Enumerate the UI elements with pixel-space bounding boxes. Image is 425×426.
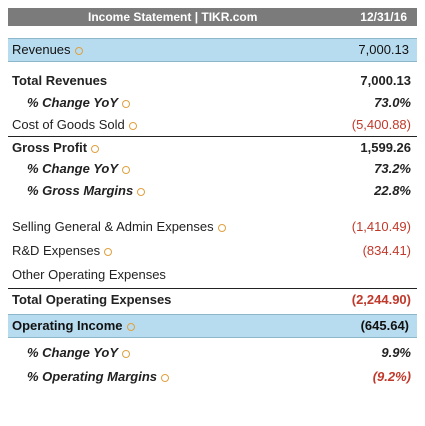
- row-gross-margins: % Gross Margins 22.8%: [8, 180, 417, 202]
- row-value: (1,410.49): [351, 219, 411, 234]
- statement-title: Income Statement | TIKR.com: [88, 10, 258, 24]
- revenues-value: 7,000.13: [358, 42, 409, 57]
- row-total-revenues: Total Revenues 7,000.13: [8, 70, 417, 92]
- row-gross-profit: Gross Profit 1,599.26: [8, 136, 417, 158]
- row-value: 1,599.26: [360, 140, 411, 155]
- row-sga-expenses: Selling General & Admin Expenses (1,410.…: [8, 216, 417, 238]
- info-icon[interactable]: [217, 223, 226, 232]
- row-label: Total Revenues: [12, 73, 108, 88]
- row-operating-margins: % Operating Margins (9.2%): [8, 366, 417, 388]
- info-icon[interactable]: [74, 46, 83, 55]
- info-icon[interactable]: [161, 373, 170, 382]
- statement-date: 12/31/16: [360, 10, 407, 24]
- row-rd-expenses: R&D Expenses (834.41): [8, 240, 417, 262]
- row-value: (834.41): [362, 243, 411, 258]
- row-label: Selling General & Admin Expenses: [12, 219, 226, 234]
- row-value: (2,244.90): [351, 292, 411, 307]
- info-icon[interactable]: [126, 322, 135, 331]
- row-label: R&D Expenses: [12, 243, 113, 258]
- info-icon[interactable]: [137, 187, 146, 196]
- row-value: 73.0%: [374, 95, 411, 110]
- row-value: 73.2%: [374, 161, 411, 176]
- row-gross-change-yoy: % Change YoY 73.2%: [8, 158, 417, 180]
- row-cost-of-goods-sold: Cost of Goods Sold (5,400.88): [8, 114, 417, 136]
- operating-income-label: Operating Income: [12, 318, 135, 333]
- row-label: % Change YoY: [27, 345, 131, 360]
- row-label: Gross Profit: [12, 140, 100, 155]
- row-label: % Change YoY: [27, 161, 131, 176]
- row-value: 7,000.13: [360, 73, 411, 88]
- row-value: 9.9%: [381, 345, 411, 360]
- row-operating-change-yoy: % Change YoY 9.9%: [8, 342, 417, 364]
- revenues-label: Revenues: [12, 42, 83, 57]
- row-value: 22.8%: [374, 183, 411, 198]
- info-icon[interactable]: [122, 165, 131, 174]
- info-icon[interactable]: [128, 121, 137, 130]
- row-label: % Operating Margins: [27, 369, 170, 384]
- row-label: Other Operating Expenses: [12, 267, 166, 282]
- info-icon[interactable]: [122, 349, 131, 358]
- row-label: % Gross Margins: [27, 183, 146, 198]
- info-icon[interactable]: [122, 99, 131, 108]
- operating-income-value: (645.64): [360, 318, 409, 333]
- row-revenue-change-yoy: % Change YoY 73.0%: [8, 92, 417, 114]
- row-total-operating-expenses: Total Operating Expenses (2,244.90): [8, 288, 417, 310]
- row-value: (9.2%): [372, 369, 411, 384]
- statement-header: Income Statement | TIKR.com 12/31/16: [8, 8, 417, 26]
- info-icon[interactable]: [91, 144, 100, 153]
- row-other-operating-expenses: Other Operating Expenses: [8, 264, 417, 286]
- revenues-band[interactable]: Revenues 7,000.13: [8, 38, 417, 62]
- operating-income-band[interactable]: Operating Income (645.64): [8, 314, 417, 338]
- row-value: (5,400.88): [351, 117, 411, 132]
- info-icon[interactable]: [104, 247, 113, 256]
- row-label: Cost of Goods Sold: [12, 117, 137, 132]
- row-label: % Change YoY: [27, 95, 131, 110]
- row-label: Total Operating Expenses: [12, 292, 172, 307]
